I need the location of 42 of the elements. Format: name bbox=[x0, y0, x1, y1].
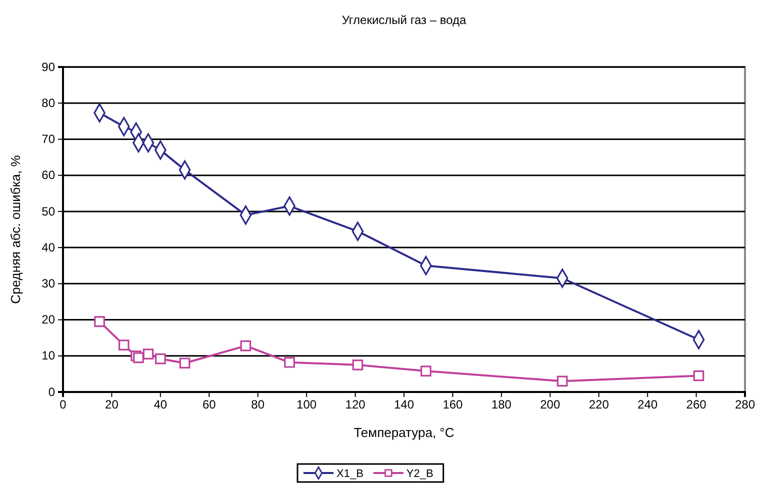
point bbox=[352, 360, 364, 370]
point bbox=[179, 358, 190, 369]
chart-title: Углекислый газ – вода bbox=[342, 13, 466, 27]
x-tick-label: 260 bbox=[686, 398, 707, 412]
x-tick-label: 120 bbox=[345, 398, 366, 412]
y-tick-label: 10 bbox=[42, 348, 56, 363]
point bbox=[118, 340, 130, 350]
point bbox=[284, 356, 295, 368]
point bbox=[142, 348, 154, 360]
x-tick-label: 40 bbox=[154, 398, 168, 412]
point bbox=[155, 353, 166, 364]
x-tick-label: 60 bbox=[202, 398, 216, 412]
x-axis-title: Температура, °C bbox=[354, 425, 454, 440]
x-tick-label: 160 bbox=[442, 398, 464, 412]
y-tick-label: 70 bbox=[42, 132, 56, 146]
x-tick-label: 100 bbox=[296, 398, 317, 412]
x-tick-label: 200 bbox=[540, 398, 560, 412]
point bbox=[420, 366, 432, 376]
x-tick-label: 240 bbox=[638, 398, 658, 412]
x-tick-label: 20 bbox=[105, 398, 119, 412]
point bbox=[240, 340, 252, 352]
y-tick-label: 60 bbox=[42, 168, 56, 182]
legend-label: X1_В bbox=[336, 468, 364, 480]
y-tick-label: 40 bbox=[42, 240, 56, 254]
point bbox=[133, 352, 144, 364]
legend-label: Y2_В bbox=[406, 468, 434, 480]
point bbox=[94, 316, 105, 327]
x-tick-label: 220 bbox=[588, 398, 610, 412]
point bbox=[556, 376, 568, 387]
x-tick-label: 140 bbox=[394, 398, 414, 412]
y-tick-label: 90 bbox=[42, 60, 56, 74]
y-axis-title: Средняя абс. ошибка, % bbox=[8, 154, 23, 304]
y-tick-label: 80 bbox=[42, 96, 56, 110]
x-tick-label: 280 bbox=[734, 398, 756, 412]
point bbox=[693, 370, 704, 382]
y-tick-label: 30 bbox=[42, 276, 56, 291]
y-tick-label: 0 bbox=[48, 384, 56, 399]
x-tick-label: 0 bbox=[60, 398, 67, 412]
y-tick-label: 50 bbox=[42, 204, 56, 218]
x-tick-label: 80 bbox=[251, 398, 265, 412]
x-tick-label: 180 bbox=[491, 398, 512, 412]
y-tick-label: 20 bbox=[42, 312, 56, 327]
